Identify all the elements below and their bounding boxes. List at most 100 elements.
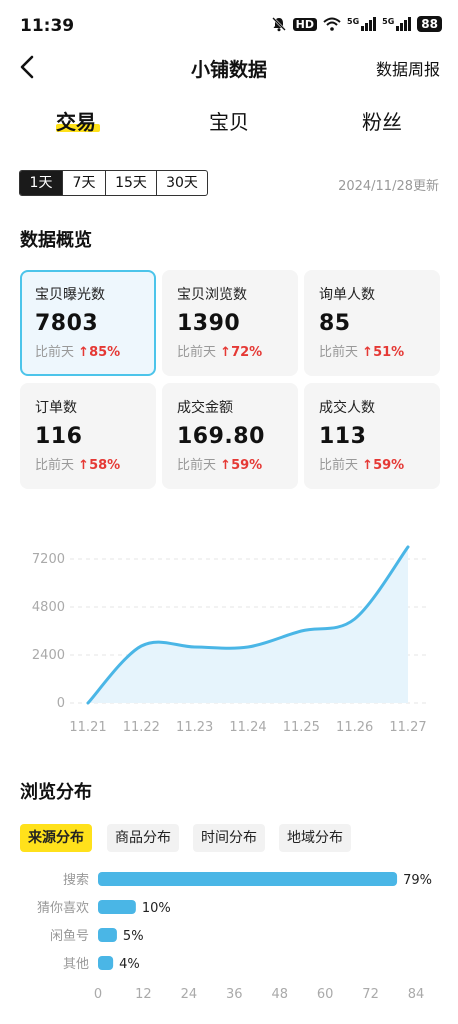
page-title: 小铺数据 [190, 59, 267, 81]
wifi-icon [323, 17, 341, 31]
signal-icon-2: 5G [382, 17, 412, 31]
tab-time-distribution[interactable]: 时间分布 [193, 824, 265, 852]
hd-badge: HD [292, 17, 318, 31]
weekly-report-link[interactable]: 数据周报 [375, 60, 440, 79]
date-range-selector: 1天 7天 15天 30天 [19, 170, 208, 196]
metric-change: 58% [89, 458, 121, 473]
tab-source-distribution[interactable]: 来源分布 [20, 824, 92, 852]
tab-item-distribution[interactable]: 商品分布 [107, 824, 179, 852]
metric-compare: 比前天 ↑59% [177, 458, 263, 473]
x-tick-label: 11.21 [69, 720, 106, 735]
metric-compare: 比前天 ↑59% [319, 458, 405, 473]
metric-card-exposure[interactable]: 宝贝曝光数 7803 比前天 ↑85% [20, 270, 156, 376]
active-tab-highlight [56, 124, 100, 132]
metric-change: 72% [231, 345, 263, 360]
x-tick-label: 11.25 [283, 720, 320, 735]
bar-category-label: 其他 [63, 957, 89, 972]
up-arrow-icon: ↑ [362, 345, 374, 360]
metric-change: 59% [373, 458, 405, 473]
bar [98, 956, 114, 970]
tab-trade[interactable]: 交易 [56, 110, 96, 134]
y-tick-label: 7200 [32, 552, 65, 567]
metric-value: 169.80 [177, 424, 265, 449]
back-button[interactable] [14, 50, 44, 84]
x-tick-label: 84 [408, 987, 425, 1002]
metric-label: 成交金额 [177, 400, 233, 416]
battery-indicator: 88 [417, 16, 442, 32]
metric-change: 59% [231, 458, 263, 473]
bar [98, 900, 136, 914]
bar [98, 928, 117, 942]
up-arrow-icon: ↑ [78, 458, 90, 473]
range-15-days[interactable]: 15天 [105, 171, 156, 195]
range-30-days[interactable]: 30天 [156, 171, 207, 195]
up-arrow-icon: ↑ [220, 458, 232, 473]
bar-category-label: 闲鱼号 [50, 928, 89, 944]
range-1-day[interactable]: 1天 [20, 171, 62, 195]
mute-bell-icon [271, 17, 286, 32]
metric-compare: 比前天 ↑58% [35, 458, 121, 473]
metric-card-inquiries[interactable]: 询单人数 85 比前天 ↑51% [304, 270, 440, 376]
metric-card-gmv[interactable]: 成交金额 169.80 比前天 ↑59% [162, 383, 298, 489]
distribution-title: 浏览分布 [20, 782, 92, 803]
up-arrow-icon: ↑ [362, 458, 374, 473]
x-tick-label: 60 [317, 987, 334, 1002]
bar [98, 872, 398, 886]
tab-items[interactable]: 宝贝 [209, 110, 249, 134]
x-tick-label: 24 [181, 987, 198, 1002]
metric-card-orders[interactable]: 订单数 116 比前天 ↑58% [20, 383, 156, 489]
status-icons: HD 5G 5G 88 [271, 16, 442, 32]
y-tick-label: 4800 [32, 600, 65, 615]
y-tick-label: 2400 [32, 648, 65, 663]
x-tick-label: 36 [226, 987, 243, 1002]
metric-change: 85% [89, 345, 121, 360]
metric-label: 宝贝浏览数 [177, 287, 247, 303]
chevron-left-icon [20, 55, 34, 79]
metric-value: 85 [319, 311, 351, 336]
update-time: 2024/11/28更新 [338, 179, 439, 194]
metric-change: 51% [373, 345, 405, 360]
metric-label: 订单数 [35, 400, 77, 416]
up-arrow-icon: ↑ [220, 345, 232, 360]
x-tick-label: 11.27 [389, 720, 426, 735]
trend-line [86, 545, 410, 705]
metric-compare: 比前天 ↑85% [35, 345, 121, 360]
x-tick-label: 11.22 [123, 720, 160, 735]
tab-fans[interactable]: 粉丝 [362, 110, 402, 134]
metric-value: 116 [35, 424, 83, 449]
metric-label: 询单人数 [319, 287, 375, 303]
metric-card-views[interactable]: 宝贝浏览数 1390 比前天 ↑72% [162, 270, 298, 376]
trend-area-fill [88, 546, 408, 703]
bar-category-label: 猜你喜欢 [37, 901, 89, 916]
metric-value: 113 [319, 424, 367, 449]
metric-card-buyers[interactable]: 成交人数 113 比前天 ↑59% [304, 383, 440, 489]
tab-region-distribution[interactable]: 地域分布 [279, 824, 351, 852]
metric-label: 成交人数 [319, 400, 375, 416]
overview-title: 数据概览 [20, 230, 92, 251]
trend-area-chart: 0 2400 4800 7200 11.21 11.22 11.23 11.24 11.25 11… [32, 545, 430, 735]
source-bar-chart: 0 12 24 36 48 60 72 84 搜索 79% 猜你喜欢 10% 闲鱼号 5% 其他 4% [37, 872, 432, 1002]
y-tick-label: 0 [57, 696, 65, 711]
range-7-days[interactable]: 7天 [62, 171, 105, 195]
bar-value-label: 4% [119, 957, 140, 972]
x-tick-label: 11.24 [229, 720, 266, 735]
metric-value: 1390 [177, 311, 241, 336]
bar-category-label: 搜索 [63, 873, 89, 888]
x-tick-label: 11.26 [336, 720, 373, 735]
x-tick-label: 11.23 [176, 720, 213, 735]
bar-value-label: 10% [142, 901, 171, 916]
x-tick-label: 72 [362, 987, 379, 1002]
x-tick-label: 48 [271, 987, 288, 1002]
status-time: 11:39 [20, 16, 75, 36]
bar-value-label: 5% [123, 929, 144, 944]
x-tick-label: 12 [135, 987, 152, 1002]
x-tick-label: 0 [94, 987, 102, 1002]
metric-compare: 比前天 ↑72% [177, 345, 263, 360]
signal-icon-1: 5G [347, 17, 377, 31]
status-bar: 11:39 HD 5G 5G 88 [0, 0, 458, 52]
bar-value-label: 79% [403, 873, 432, 888]
metric-compare: 比前天 ↑51% [319, 345, 405, 360]
metric-value: 7803 [35, 311, 99, 336]
up-arrow-icon: ↑ [78, 345, 90, 360]
metric-label: 宝贝曝光数 [35, 287, 105, 303]
